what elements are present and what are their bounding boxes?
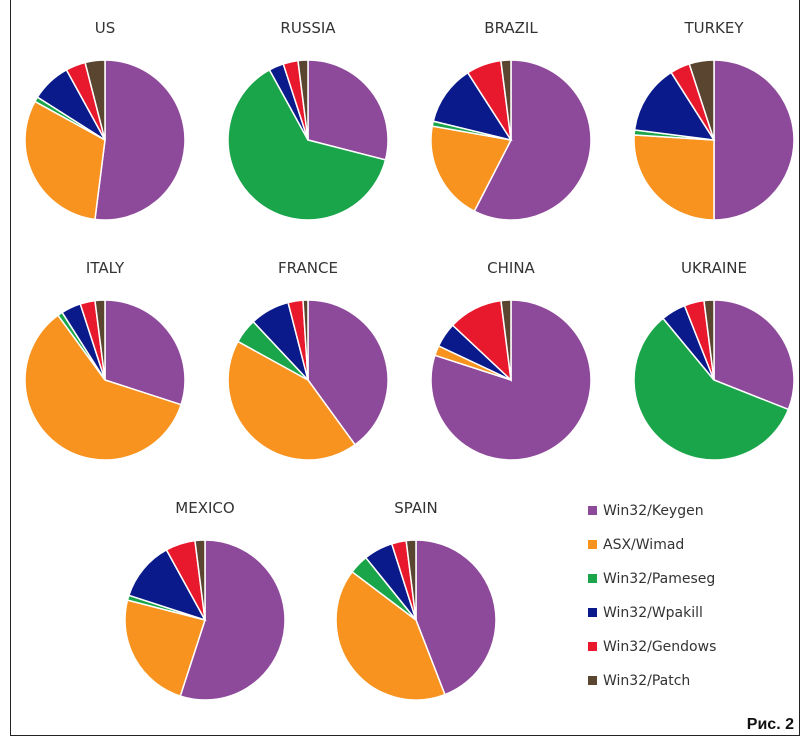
pie-brazil: BRAZIL [430, 19, 592, 221]
pie-slice-asx-wimad [335, 570, 446, 701]
pie-title: US [95, 19, 116, 37]
pie-slice-asx-wimad [24, 314, 183, 461]
pie-slice-win32-keygen [179, 539, 286, 701]
pie-title: SPAIN [394, 499, 438, 517]
legend-item-win32-patch: Win32/Patch [588, 673, 690, 689]
pie-slice-win32-patch [194, 539, 206, 621]
legend-label: Win32/Gendows [603, 639, 716, 655]
pie-china: CHINA [430, 259, 592, 461]
pie-slice-win32-patch [84, 59, 106, 141]
legend-item-win32-gendows: Win32/Gendows [588, 639, 716, 655]
legend-label: Win32/Pameseg [603, 571, 715, 587]
pie-slice-win32-wpakill [127, 548, 207, 622]
legend-swatch [588, 608, 597, 617]
pie-title: ITALY [86, 259, 125, 277]
legend-item-win32-wpakill: Win32/Wpakill [588, 605, 703, 621]
pie-slice-win32-patch [500, 59, 512, 141]
pie-slice-win32-keygen [473, 59, 592, 221]
pie-turkey: TURKEY [633, 19, 795, 221]
legend-label: Win32/Keygen [603, 503, 704, 519]
pie-france: FRANCE [227, 259, 389, 461]
pie-slice-win32-patch [688, 59, 715, 141]
legend-swatch [588, 506, 597, 515]
pie-italy: ITALY [24, 259, 186, 461]
pie-slice-win32-pameseg [633, 317, 790, 461]
legend-label: Win32/Wpakill [603, 605, 703, 621]
pie-slice-asx-wimad [227, 340, 357, 461]
pie-slice-win32-wpakill [432, 71, 513, 142]
legend-swatch [588, 574, 597, 583]
pie-title: TURKEY [683, 19, 744, 37]
pie-mexico: MEXICO [124, 499, 286, 701]
pie-slice-win32-keygen [104, 299, 186, 406]
pie-slice-win32-patch [405, 539, 417, 621]
legend-swatch [588, 676, 597, 685]
pie-title: RUSSIA [280, 19, 336, 37]
pie-slice-win32-keygen [713, 299, 795, 411]
legend-item-asx-wimad: ASX/Wimad [588, 537, 684, 553]
pie-slice-win32-patch [500, 299, 512, 381]
pie-title: MEXICO [175, 499, 234, 517]
pie-ukraine: UKRAINE [633, 259, 795, 461]
legend-item-win32-keygen: Win32/Keygen [588, 503, 704, 519]
figure-frame [10, 0, 800, 736]
pie-slice-win32-wpakill [633, 71, 716, 141]
pie-title: FRANCE [278, 259, 338, 277]
pie-slice-win32-keygen [307, 59, 389, 161]
pie-russia: RUSSIA [227, 19, 389, 221]
pie-spain: SPAIN [335, 499, 497, 701]
pie-slice-asx-wimad [430, 125, 513, 213]
pie-slice-win32-patch [302, 299, 309, 381]
pie-slice-win32-patch [297, 59, 309, 141]
pie-slice-asx-wimad [633, 134, 715, 221]
pie-slice-win32-pameseg [227, 68, 387, 221]
pie-title: BRAZIL [484, 19, 538, 37]
pie-slice-asx-wimad [24, 100, 106, 221]
pie-slice-asx-wimad [124, 599, 206, 698]
legend: Win32/Keygen ASX/Wimad Win32/Pameseg Win32/… [588, 503, 716, 689]
pie-slice-win32-keygen [307, 299, 389, 446]
pie-title: UKRAINE [681, 259, 747, 277]
legend-swatch [588, 540, 597, 549]
legend-swatch [588, 642, 597, 651]
pie-slice-win32-keygen [415, 539, 497, 696]
legend-item-win32-pameseg: Win32/Pameseg [588, 571, 715, 587]
pie-title: CHINA [487, 259, 535, 277]
pie-slice-win32-patch [94, 299, 106, 381]
legend-label: ASX/Wimad [603, 537, 684, 553]
pie-slice-win32-patch [703, 299, 715, 381]
figure-caption: Рис. 2 [746, 716, 794, 733]
pie-us: US [24, 19, 186, 221]
pie-slice-win32-keygen [713, 59, 795, 221]
pie-slice-win32-keygen [94, 59, 186, 221]
legend-label: Win32/Patch [603, 673, 690, 689]
